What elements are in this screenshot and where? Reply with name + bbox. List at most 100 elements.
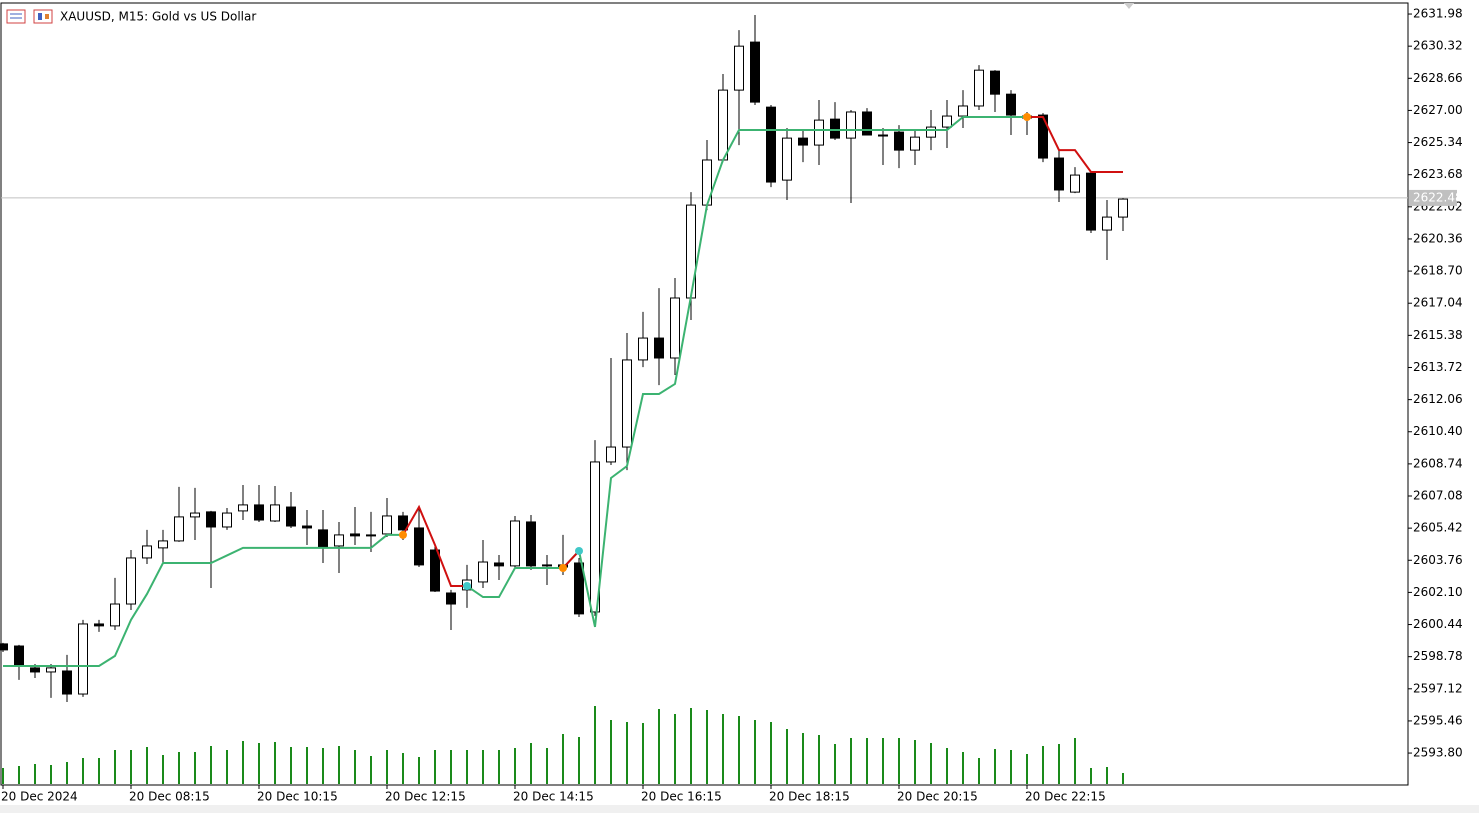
signal-dot	[399, 530, 407, 539]
x-tick-label: 20 Dec 22:15	[1025, 790, 1106, 804]
candle-body	[382, 515, 392, 535]
candle-body	[958, 105, 968, 117]
x-tick-label: 20 Dec 16:15	[641, 790, 722, 804]
icon	[38, 13, 42, 20]
candle-body	[574, 562, 584, 615]
y-tick-label: 2625.34	[1413, 135, 1463, 149]
status-strip	[0, 805, 1479, 813]
candle-body	[270, 504, 280, 522]
candle-body	[1006, 93, 1016, 116]
signal-dot	[1023, 113, 1031, 122]
signal-dot	[575, 546, 583, 555]
x-tick-label: 20 Dec 14:15	[513, 790, 594, 804]
candle-body	[590, 461, 600, 613]
y-tick-label: 2618.70	[1413, 264, 1463, 278]
signal-dot	[463, 582, 471, 591]
y-tick-label: 2600.44	[1413, 617, 1463, 631]
y-tick-label: 2597.12	[1413, 681, 1463, 695]
chart-title: XAUUSD, M15: Gold vs US Dollar	[60, 10, 256, 24]
candle-body	[398, 515, 408, 531]
candle-body	[862, 111, 872, 136]
candle-body	[622, 359, 632, 448]
candle-body	[62, 670, 72, 695]
candle-body	[110, 603, 120, 627]
candle-body	[174, 516, 184, 542]
candle-body	[46, 667, 56, 673]
y-tick-label: 2631.98	[1413, 7, 1463, 21]
candle-body	[1038, 114, 1048, 159]
candle-body	[878, 134, 888, 137]
y-tick-label: 2598.78	[1413, 649, 1463, 663]
x-tick-label: 20 Dec 18:15	[769, 790, 850, 804]
y-tick-label: 2630.32	[1413, 39, 1463, 53]
y-tick-label: 2615.38	[1413, 328, 1463, 342]
x-tick-label: 20 Dec 20:15	[897, 790, 978, 804]
candle-body	[190, 512, 200, 518]
candle-body	[974, 69, 984, 107]
candle-body	[814, 119, 824, 146]
candle-body	[542, 564, 552, 567]
candle-body	[206, 511, 216, 528]
y-tick-label: 2595.46	[1413, 713, 1463, 727]
y-tick-label: 2617.04	[1413, 296, 1463, 310]
candle-body	[318, 529, 328, 548]
current-price-label: 2622.48	[1413, 190, 1463, 204]
signal-dot	[559, 564, 567, 573]
candle-body	[734, 45, 744, 91]
candle-body	[78, 623, 88, 695]
candle-body	[142, 545, 152, 559]
candle-body	[14, 645, 24, 667]
candle-body	[430, 549, 440, 592]
candle-body	[750, 41, 760, 103]
y-tick-label: 2603.76	[1413, 553, 1463, 567]
candle-body	[782, 137, 792, 181]
candle-body	[254, 504, 264, 521]
x-tick-label: 20 Dec 2024	[1, 790, 78, 804]
icon	[33, 9, 53, 24]
candle-body	[158, 540, 168, 549]
candle-body	[1102, 216, 1112, 231]
candle-body	[334, 534, 344, 547]
candle-body	[846, 111, 856, 139]
x-tick-label: 20 Dec 08:15	[129, 790, 210, 804]
y-tick-label: 2613.72	[1413, 360, 1463, 374]
candle-body	[126, 557, 136, 605]
candle-body	[94, 623, 104, 627]
candle-body	[670, 297, 680, 359]
candle-body	[686, 204, 696, 299]
candle-body	[302, 525, 312, 529]
candle-body	[654, 337, 664, 359]
candle-body	[638, 337, 648, 361]
y-tick-label: 2605.42	[1413, 521, 1463, 535]
candle-body	[1070, 174, 1080, 193]
y-tick-label: 2612.06	[1413, 392, 1463, 406]
current-price-box	[1409, 189, 1457, 206]
candle-body	[510, 520, 520, 567]
candle-body	[894, 131, 904, 151]
candle-body	[718, 89, 728, 161]
y-tick-label: 2610.40	[1413, 424, 1463, 438]
y-tick-label: 2627.00	[1413, 103, 1463, 117]
candle-body	[494, 562, 504, 567]
candle-body	[1054, 157, 1064, 191]
y-tick-label: 2607.08	[1413, 489, 1463, 503]
candle-body	[366, 534, 376, 537]
x-tick-label: 20 Dec 10:15	[257, 790, 338, 804]
candle-body	[766, 106, 776, 183]
x-tick-label: 20 Dec 12:15	[385, 790, 466, 804]
plot-border	[0, 2, 1409, 786]
candle-body	[830, 118, 840, 139]
icon	[45, 14, 49, 19]
y-tick-label: 2608.74	[1413, 456, 1463, 470]
candle-body	[0, 643, 8, 651]
shift-marker	[1124, 3, 1134, 9]
candle-body	[222, 512, 232, 528]
candle-body	[1086, 172, 1096, 231]
candle-body	[926, 126, 936, 138]
candle-body	[942, 115, 952, 128]
candle-body	[414, 527, 424, 566]
symbol-icons	[6, 9, 53, 24]
candle-body	[478, 561, 488, 583]
candle-body	[350, 533, 360, 537]
